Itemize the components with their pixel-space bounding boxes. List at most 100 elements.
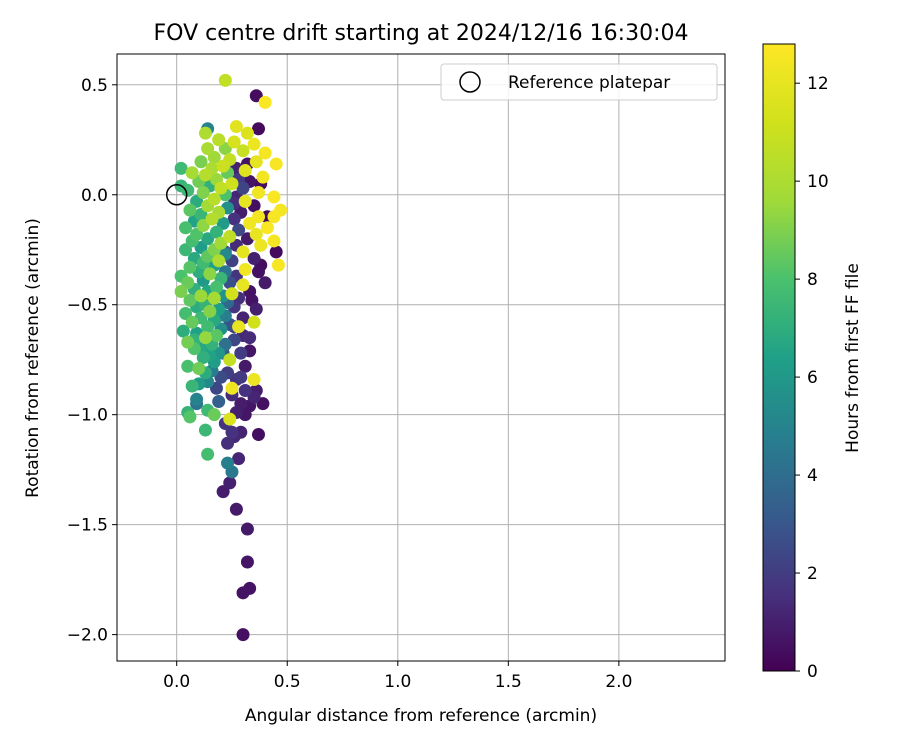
data-point bbox=[267, 210, 281, 224]
data-point bbox=[185, 379, 199, 393]
x-tick-label: 1.5 bbox=[495, 672, 522, 692]
data-point bbox=[247, 252, 261, 266]
data-point bbox=[238, 194, 252, 208]
x-tick-label: 1.0 bbox=[384, 672, 411, 692]
data-point bbox=[249, 155, 263, 169]
data-point bbox=[247, 315, 261, 329]
data-point bbox=[258, 95, 272, 109]
data-point bbox=[216, 159, 230, 173]
data-point bbox=[232, 223, 246, 237]
data-point bbox=[238, 263, 252, 277]
data-point bbox=[194, 155, 208, 169]
data-point bbox=[271, 258, 285, 272]
colorbar-gradient bbox=[762, 43, 796, 672]
y-tick-label: 0.5 bbox=[81, 76, 108, 96]
data-point bbox=[209, 225, 223, 239]
data-point bbox=[256, 397, 270, 411]
data-point bbox=[236, 245, 250, 259]
colorbar-tick-label: 12 bbox=[807, 74, 829, 94]
data-point bbox=[209, 381, 223, 395]
plot-frame bbox=[116, 53, 726, 662]
data-point bbox=[234, 370, 248, 384]
data-point bbox=[232, 320, 246, 334]
y-axis-label: Rotation from reference (arcmin) bbox=[23, 218, 43, 498]
colorbar-tick-label: 6 bbox=[807, 368, 818, 388]
data-point bbox=[201, 320, 215, 334]
data-point bbox=[212, 254, 226, 268]
y-tick-label: −1.0 bbox=[67, 406, 108, 426]
data-points bbox=[174, 73, 288, 642]
y-tick-label: −1.5 bbox=[67, 516, 108, 536]
data-point bbox=[243, 331, 257, 345]
colorbar-tick-label: 10 bbox=[807, 172, 829, 192]
legend-entry-reference-platepar: Reference platepar bbox=[508, 73, 670, 93]
y-tick-label: −0.5 bbox=[67, 296, 108, 316]
data-point bbox=[269, 245, 283, 259]
data-point bbox=[240, 555, 254, 569]
data-point bbox=[198, 331, 212, 345]
data-point bbox=[236, 144, 250, 158]
data-point bbox=[183, 260, 197, 274]
data-point bbox=[196, 219, 210, 233]
data-point bbox=[192, 361, 206, 375]
data-point bbox=[225, 381, 239, 395]
y-tick-label: 0.0 bbox=[81, 186, 108, 206]
data-point bbox=[243, 581, 257, 595]
data-point bbox=[209, 280, 223, 294]
data-point bbox=[221, 456, 235, 470]
legend-box bbox=[440, 63, 718, 101]
data-point bbox=[256, 170, 270, 184]
colorbar: 0 2 4 6 8 10 12 Hours from first FF file bbox=[762, 43, 863, 682]
data-point bbox=[214, 236, 228, 250]
data-point bbox=[201, 232, 215, 246]
data-point bbox=[201, 447, 215, 461]
data-point bbox=[209, 329, 223, 343]
colorbar-label: Hours from first FF file bbox=[843, 263, 863, 453]
data-point bbox=[212, 133, 226, 147]
data-point bbox=[254, 238, 268, 252]
data-point bbox=[236, 628, 250, 642]
data-point bbox=[207, 408, 221, 422]
data-point bbox=[207, 192, 221, 206]
data-point bbox=[225, 177, 239, 191]
data-point bbox=[240, 126, 254, 140]
data-point bbox=[223, 476, 237, 490]
data-point bbox=[207, 291, 221, 305]
data-point bbox=[203, 304, 217, 318]
data-point bbox=[181, 183, 195, 197]
data-point bbox=[205, 212, 219, 226]
data-point bbox=[247, 390, 261, 404]
data-point bbox=[183, 203, 197, 217]
reference-platepar-marker bbox=[165, 184, 188, 206]
data-point bbox=[243, 216, 257, 230]
data-point bbox=[227, 135, 241, 149]
data-point bbox=[269, 157, 283, 171]
data-point bbox=[223, 412, 237, 426]
data-point bbox=[183, 293, 197, 307]
x-tick-label: 0.5 bbox=[274, 672, 301, 692]
data-point bbox=[194, 289, 208, 303]
data-point bbox=[238, 164, 252, 178]
x-tick-label: 2.0 bbox=[605, 672, 632, 692]
data-point bbox=[247, 137, 261, 151]
data-point bbox=[229, 120, 243, 134]
data-point bbox=[232, 452, 246, 466]
data-point bbox=[212, 394, 226, 408]
colorbar-tick-label: 2 bbox=[807, 564, 818, 584]
data-point bbox=[225, 287, 239, 301]
colorbar-tick-label: 4 bbox=[807, 466, 818, 486]
colorbar-tick-label: 8 bbox=[807, 270, 818, 290]
y-axis-ticks: 0.5 0.0 −0.5 −1.0 −1.5 −2.0 bbox=[67, 76, 117, 646]
data-point bbox=[251, 122, 265, 136]
data-point bbox=[181, 335, 195, 349]
data-point bbox=[258, 146, 272, 160]
data-point bbox=[236, 278, 250, 292]
data-point bbox=[179, 221, 193, 235]
legend: Reference platepar bbox=[440, 63, 718, 101]
data-point bbox=[185, 166, 199, 180]
data-point bbox=[251, 210, 265, 224]
data-point bbox=[251, 265, 265, 279]
data-point bbox=[234, 346, 248, 360]
x-axis-label: Angular distance from reference (arcmin) bbox=[245, 706, 597, 726]
data-point bbox=[267, 234, 281, 248]
